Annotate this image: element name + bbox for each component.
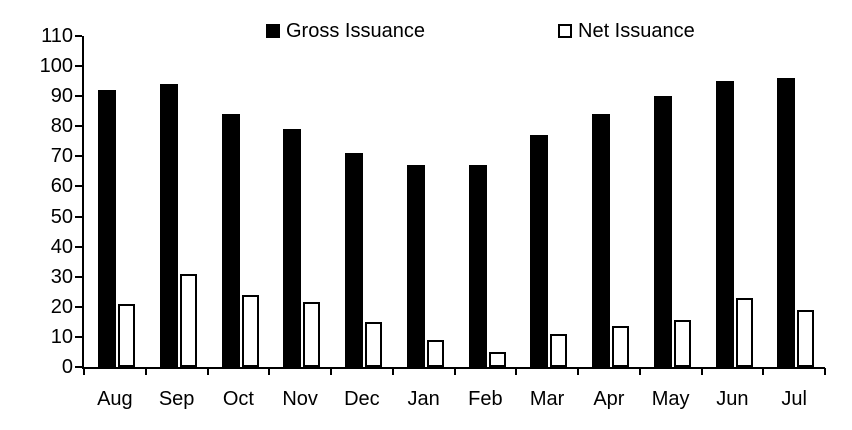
legend-label-net: Net Issuance (578, 20, 695, 42)
legend-item-net: Net Issuance (558, 21, 695, 41)
y-tick-110 (75, 35, 82, 37)
y-tick-50 (75, 215, 82, 218)
x-tick-label-nov: Nov (282, 388, 318, 410)
y-tick-40 (75, 245, 82, 248)
y-tick-10 (75, 335, 82, 338)
legend-swatch-net-icon (558, 24, 572, 38)
bar-net-jul (797, 309, 815, 367)
bar-gross-dec (345, 153, 363, 367)
x-tick-label-jan: Jan (407, 388, 440, 410)
bar-gross-may (653, 96, 672, 367)
x-tick-label-sep: Sep (158, 388, 195, 410)
x-boundary-tick-9 (638, 368, 641, 375)
legend-swatch-gross-icon (266, 24, 280, 38)
plot-area (84, 36, 825, 367)
x-tick-label-feb: Feb (468, 388, 503, 410)
y-tick-label-70: 70 (50, 145, 73, 168)
bar-net-dec (365, 321, 382, 367)
y-tick-30 (75, 275, 82, 278)
y-tick-label-110: 110 (41, 25, 73, 47)
x-tick-label-jul: Jul (781, 388, 807, 410)
x-boundary-tick-4 (330, 368, 332, 375)
y-tick-label-60: 60 (50, 175, 73, 198)
x-boundary-tick-2 (206, 368, 209, 375)
x-tick-label-apr: Apr (593, 388, 625, 410)
bar-gross-nov (283, 129, 302, 367)
x-boundary-tick-12 (824, 368, 826, 375)
x-boundary-tick-7 (515, 368, 518, 375)
y-tick-label-30: 30 (50, 265, 73, 288)
x-tick-label-dec: Dec (344, 388, 380, 410)
y-tick-70 (75, 155, 82, 158)
bar-net-aug (118, 303, 135, 367)
x-boundary-tick-5 (391, 368, 394, 375)
bar-net-feb (488, 351, 506, 367)
bar-net-jan (426, 339, 444, 367)
y-tick-label-20: 20 (50, 295, 73, 318)
y-tick-100 (75, 65, 82, 68)
legend-item-gross: Gross Issuance (266, 21, 425, 41)
y-tick-60 (75, 185, 82, 188)
bar-gross-jul (777, 78, 796, 367)
y-tick-0 (75, 366, 82, 368)
y-axis-line (82, 36, 84, 369)
bar-gross-apr (592, 114, 610, 367)
y-tick-80 (75, 125, 82, 128)
bar-net-sep (179, 273, 197, 367)
legend-label-gross: Gross Issuance (286, 20, 425, 42)
bar-net-nov (303, 302, 321, 367)
x-tick-label-aug: Aug (97, 388, 133, 410)
bar-gross-oct (221, 114, 240, 367)
bar-gross-aug (98, 90, 116, 367)
bar-gross-jan (406, 165, 425, 367)
x-boundary-tick-1 (144, 368, 147, 375)
bar-gross-feb (468, 165, 487, 367)
y-tick-label-90: 90 (50, 85, 73, 108)
y-tick-label-40: 40 (50, 235, 73, 258)
y-tick-label-10: 10 (50, 325, 73, 348)
bar-gross-mar (530, 135, 549, 367)
x-boundary-tick-0 (83, 368, 85, 375)
x-boundary-tick-3 (268, 368, 271, 375)
y-tick-label-80: 80 (50, 115, 73, 138)
y-tick-label-100: 100 (39, 55, 73, 78)
bar-gross-jun (715, 81, 734, 367)
bar-net-oct (241, 294, 259, 367)
y-tick-label-0: 0 (61, 356, 73, 378)
y-tick-label-50: 50 (50, 205, 73, 228)
bar-net-jun (735, 297, 753, 367)
bar-net-mar (550, 333, 568, 367)
x-tick-label-oct: Oct (222, 388, 254, 410)
x-boundary-tick-6 (453, 368, 456, 375)
x-tick-label-mar: Mar (529, 388, 565, 410)
x-tick-label-jun: Jun (716, 388, 749, 410)
bar-gross-sep (159, 84, 178, 367)
y-tick-20 (75, 305, 82, 308)
x-boundary-tick-8 (577, 368, 579, 375)
bar-net-apr (612, 326, 629, 367)
x-tick-label-may: May (651, 388, 690, 410)
x-boundary-tick-10 (700, 368, 703, 375)
x-boundary-tick-11 (762, 368, 765, 375)
bar-net-may (673, 320, 691, 367)
y-tick-90 (75, 95, 82, 98)
